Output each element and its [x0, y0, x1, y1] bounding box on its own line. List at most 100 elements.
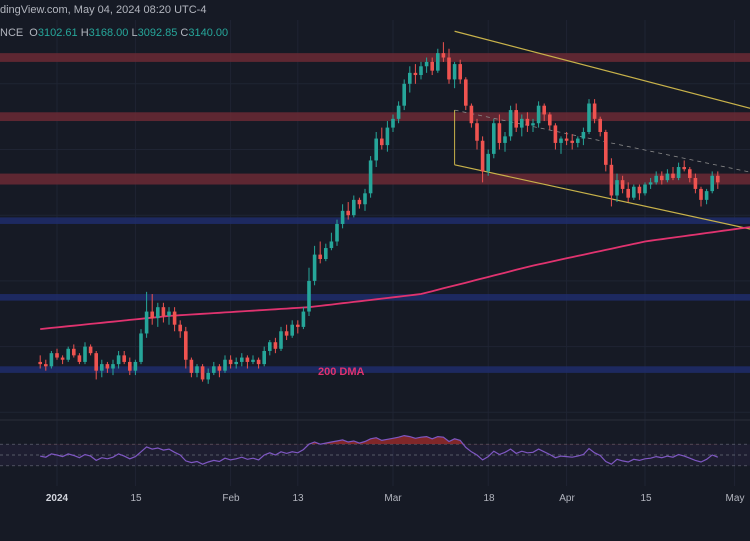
candle	[648, 177, 653, 189]
candle	[520, 114, 524, 137]
candle	[234, 357, 238, 369]
candle-body	[637, 186, 642, 194]
candle	[525, 112, 530, 132]
candle-body	[693, 177, 698, 189]
candle	[245, 355, 250, 369]
chart-source-timestamp: dingView.com, May 04, 2024 08:20 UTC-4	[0, 4, 207, 16]
candle-body	[72, 348, 76, 356]
candle-body	[419, 66, 423, 76]
candle-body	[228, 359, 233, 365]
candle	[105, 361, 110, 373]
candle-body	[156, 307, 160, 319]
candle	[643, 182, 647, 196]
candle	[615, 173, 619, 203]
candle-body	[83, 346, 87, 362]
candle-body	[77, 355, 82, 362]
candle	[676, 162, 681, 181]
candle-body	[234, 361, 238, 365]
candle	[682, 160, 686, 172]
candle	[475, 118, 479, 150]
candle	[156, 302, 160, 327]
candle	[38, 355, 42, 369]
resistance-zone-0	[0, 53, 750, 62]
candle	[139, 329, 143, 365]
candle	[340, 204, 345, 229]
candle	[374, 131, 378, 168]
candle-body	[385, 127, 390, 146]
candle	[161, 302, 166, 323]
candle	[335, 219, 339, 246]
candle-body	[441, 53, 446, 58]
candle-body	[195, 366, 199, 373]
candle	[256, 357, 261, 369]
ma-200-label: 200 DMA	[318, 366, 365, 378]
ohlc-readout: NCE O3102.61 H3168.00 L3092.85 C3140.00	[0, 27, 228, 39]
candle	[559, 136, 563, 154]
candle	[312, 245, 317, 286]
candle-body	[329, 241, 334, 249]
support-zone-5	[0, 366, 750, 373]
candle	[240, 353, 244, 367]
candle-body	[671, 173, 675, 178]
candle-body	[189, 359, 194, 373]
candle	[329, 232, 334, 251]
candle-body	[100, 364, 104, 371]
rsi-line	[40, 434, 719, 465]
candle	[492, 118, 496, 159]
candle-body	[94, 353, 98, 371]
ma-200-layer	[40, 226, 750, 330]
candle	[576, 136, 580, 148]
candle	[128, 357, 132, 376]
candle-body	[49, 353, 54, 367]
candle-body	[307, 280, 311, 312]
candle	[396, 101, 401, 124]
candle-body	[654, 175, 658, 183]
candle-body	[531, 123, 535, 126]
candle-body	[144, 311, 149, 334]
high-label: H	[80, 27, 89, 39]
candle-body	[268, 342, 272, 351]
candle-body	[447, 57, 451, 80]
candle-body	[525, 118, 530, 126]
candle-body	[279, 331, 283, 349]
candle	[116, 350, 121, 369]
candle	[290, 320, 294, 338]
candle-body	[290, 324, 294, 336]
candle-body	[206, 372, 210, 380]
candle	[144, 291, 149, 338]
candle-body	[105, 364, 110, 369]
candle-body	[139, 333, 143, 362]
candle	[632, 184, 636, 200]
candle-body	[346, 210, 350, 216]
x-tick-feb: Feb	[222, 493, 240, 504]
candle	[94, 350, 98, 380]
candle-body	[581, 131, 586, 139]
candle-body	[469, 105, 474, 124]
candle	[693, 173, 698, 194]
candle	[436, 48, 440, 73]
candle	[184, 326, 188, 369]
support-zone-3	[0, 217, 750, 224]
candle	[609, 158, 614, 207]
candle-body	[615, 180, 619, 196]
candle-body	[340, 210, 345, 224]
candle	[665, 169, 670, 183]
candle	[508, 105, 513, 141]
candle	[167, 307, 171, 325]
candle-body	[380, 138, 384, 146]
candle-body	[363, 193, 367, 205]
candle-body	[167, 311, 171, 316]
candle-body	[200, 366, 205, 380]
candle-body	[312, 254, 317, 281]
high-value: 3168.00	[88, 27, 129, 39]
candle	[352, 195, 356, 218]
candle-body	[609, 164, 614, 196]
candle	[357, 197, 362, 209]
candle	[262, 346, 266, 367]
candle-body	[66, 348, 70, 360]
candle	[133, 359, 138, 376]
candle-body	[480, 140, 485, 172]
candle-body	[128, 361, 132, 371]
